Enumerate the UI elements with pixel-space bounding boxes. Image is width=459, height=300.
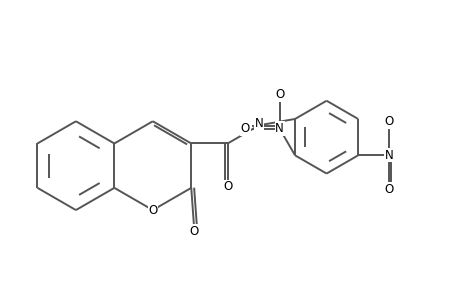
Text: O: O (384, 183, 393, 196)
Text: O: O (148, 204, 157, 217)
Text: O: O (274, 88, 284, 101)
Text: O: O (384, 115, 393, 128)
Text: N: N (384, 149, 392, 162)
Text: O: O (189, 225, 198, 238)
Text: O: O (223, 180, 232, 193)
Text: O: O (241, 122, 250, 135)
Text: N: N (254, 117, 263, 130)
Text: N: N (274, 122, 283, 135)
